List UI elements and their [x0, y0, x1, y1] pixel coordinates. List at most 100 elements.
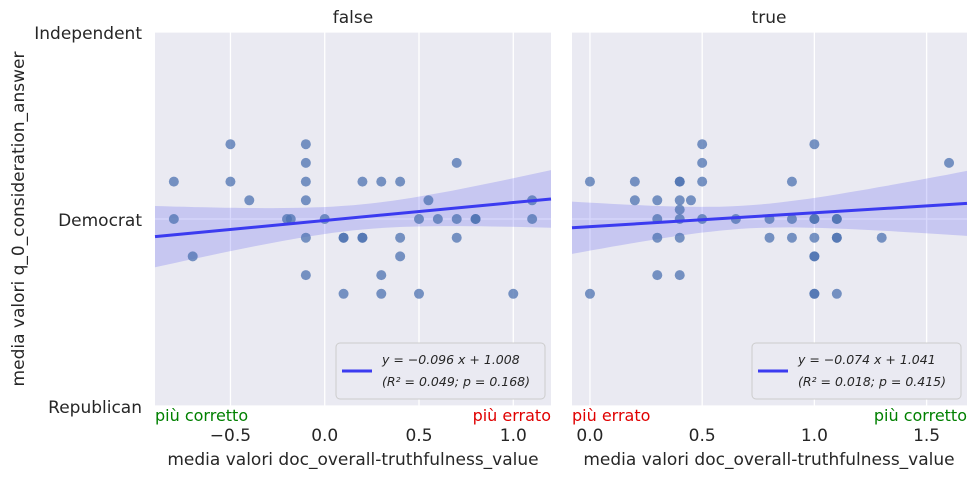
- scatter-point: [527, 214, 538, 224]
- scatter-point: [414, 288, 424, 299]
- x-axis-label-true: media valori doc_overall-truthfulness_va…: [583, 450, 954, 470]
- scatter-point: [674, 176, 685, 187]
- scatter-point: [376, 176, 387, 187]
- legend-equation-false: y = −0.096 x + 1.008: [381, 352, 520, 367]
- scatter-point: [451, 214, 462, 224]
- x-ticks-true: 0.0 0.5 1.0 1.5: [576, 426, 940, 446]
- scatter-point: [584, 288, 595, 299]
- scatter-points-false: [168, 139, 538, 299]
- legend-stats-false: (R² = 0.049; p = 0.168): [382, 374, 530, 389]
- scatter-point: [168, 214, 179, 224]
- scatter-point: [831, 214, 842, 224]
- y-tick-independent: Independent: [34, 24, 142, 44]
- scatter-point: [395, 232, 406, 243]
- scatter-point: [809, 214, 820, 224]
- scatter-point: [685, 195, 696, 206]
- scatter-point: [674, 195, 685, 206]
- x-tick-label: −0.5: [210, 426, 251, 446]
- regression-line-false: [154, 197, 552, 239]
- scatter-point: [809, 288, 820, 299]
- scatter-point: [629, 195, 640, 206]
- regression-line-true: [571, 201, 968, 230]
- confidence-band-true: [572, 170, 967, 254]
- legend-equation-true: y = −0.074 x + 1.041: [797, 352, 936, 367]
- panel-true: true 0.0 0.5 1.0 1.5 più errato più corrett…: [571, 8, 968, 470]
- scatter-point: [674, 232, 685, 243]
- x-tick-label: 1.0: [801, 426, 828, 446]
- legend-false: y = −0.096 x + 1.008 (R² = 0.049; p = 0.…: [335, 342, 546, 400]
- y-axis-label: media valori q_0_consideration_answer: [9, 52, 29, 387]
- scatter-point: [300, 176, 311, 187]
- scatter-point: [357, 176, 368, 187]
- scatter-point: [809, 232, 820, 243]
- x-tick-label: 0.5: [689, 426, 716, 446]
- scatter-point: [786, 214, 797, 224]
- x-tick-label: 1.0: [500, 426, 527, 446]
- annotation-right-true: più corretto: [874, 406, 967, 425]
- scatter-point: [786, 176, 797, 187]
- scatter-point: [300, 157, 311, 168]
- scatter-point: [652, 232, 663, 243]
- scatter-point: [652, 270, 663, 281]
- scatter-point: [395, 251, 406, 262]
- scatter-point: [395, 176, 406, 187]
- scatter-point: [876, 232, 887, 243]
- x-tick-label: 0.0: [311, 426, 338, 446]
- scatter-point: [674, 204, 685, 215]
- scatter-point: [809, 251, 820, 262]
- scatter-point: [285, 214, 296, 224]
- regression-line: [154, 197, 552, 239]
- x-tick-label: 0.5: [405, 426, 432, 446]
- scatter-point: [423, 195, 434, 206]
- scatter-point: [357, 232, 368, 243]
- scatter-point: [697, 176, 708, 187]
- scatter-point: [300, 195, 311, 206]
- scatter-point: [629, 176, 640, 187]
- regression-line: [571, 201, 968, 230]
- legend-true: y = −0.074 x + 1.041 (R² = 0.018; p = 0.…: [751, 342, 962, 400]
- scatter-point: [674, 270, 685, 281]
- scatter-point: [300, 232, 311, 243]
- annotation-left-true: più errato: [572, 406, 650, 425]
- scatter-point: [338, 232, 349, 243]
- scatter-points-true: [584, 139, 955, 299]
- scatter-point: [809, 139, 820, 150]
- scatter-point: [764, 232, 775, 243]
- scatter-point: [376, 270, 387, 281]
- legend-stats-true: (R² = 0.018; p = 0.415): [798, 374, 946, 389]
- scatter-point: [225, 176, 236, 187]
- scatter-point: [168, 176, 179, 187]
- scatter-point: [831, 232, 842, 243]
- scatter-point: [225, 139, 236, 150]
- y-tick-democrat: Democrat: [58, 211, 142, 231]
- scatter-point: [300, 270, 311, 281]
- x-axis-label-false: media valori doc_overall-truthfulness_va…: [167, 450, 538, 470]
- scatter-point: [244, 195, 255, 206]
- scatter-point: [414, 214, 424, 224]
- scatter-point: [470, 214, 481, 224]
- scatter-point: [432, 214, 443, 224]
- y-tick-republican: Republican: [48, 398, 142, 418]
- scatter-point: [508, 288, 519, 299]
- x-ticks-false: −0.5 0.0 0.5 1.0: [210, 426, 527, 446]
- scatter-point: [187, 251, 198, 262]
- scatter-point: [451, 157, 462, 168]
- scatter-point: [338, 288, 349, 299]
- annotation-left-false: più corretto: [155, 406, 248, 425]
- panel-title-true: true: [752, 8, 787, 28]
- scatter-point: [584, 176, 595, 187]
- panel-title-false: false: [333, 8, 373, 28]
- annotation-right-false: più errato: [473, 406, 551, 425]
- scatter-point: [376, 288, 387, 299]
- scatter-point: [831, 288, 842, 299]
- scatter-point: [451, 232, 462, 243]
- confidence-band: [572, 170, 967, 254]
- panel-false: false −0.5 0.0 0.5 1.0 più corretto più err…: [154, 8, 552, 470]
- x-tick-label: 1.5: [913, 426, 940, 446]
- scatter-point: [697, 157, 708, 168]
- scatter-point: [652, 195, 663, 206]
- scatter-point: [300, 139, 311, 150]
- scatter-point: [944, 157, 955, 168]
- scatter-point: [697, 139, 708, 150]
